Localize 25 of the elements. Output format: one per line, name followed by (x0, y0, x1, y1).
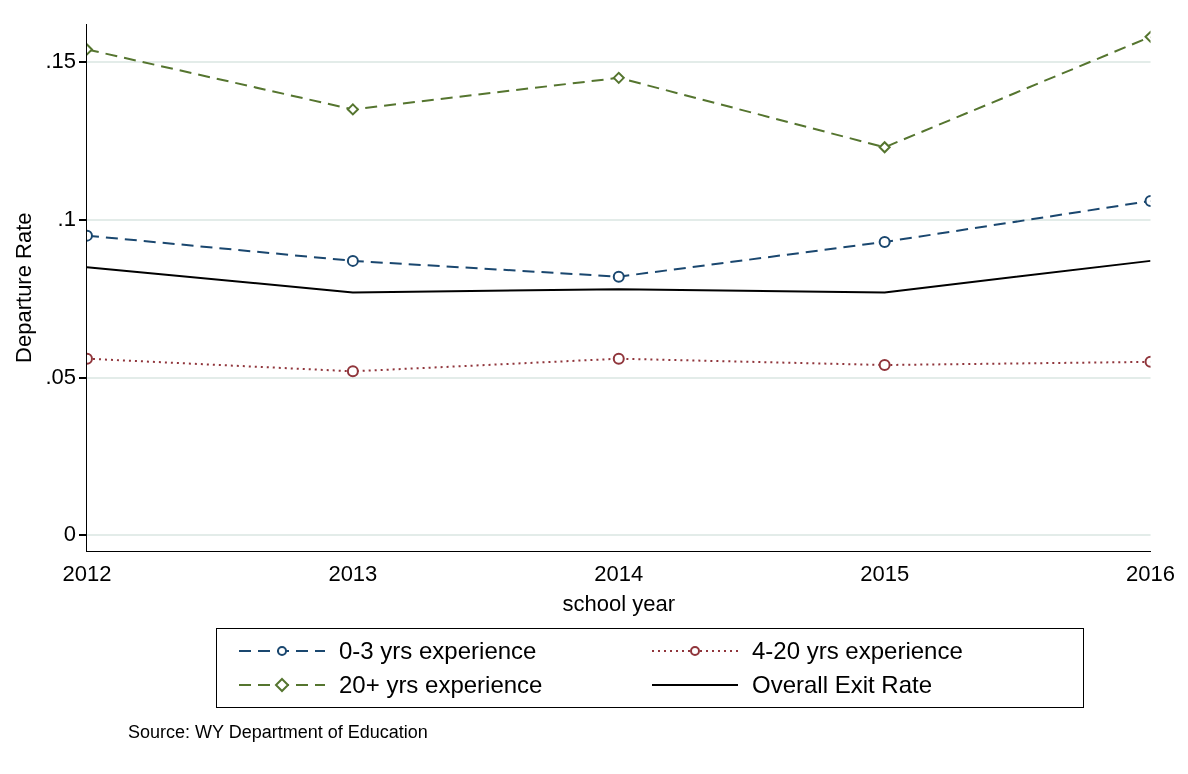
x-axis-title: school year (562, 590, 676, 616)
point (346, 103, 359, 116)
y-tick-label: .1 (57, 205, 76, 231)
point (612, 352, 625, 365)
point (346, 254, 359, 267)
point (878, 141, 891, 154)
legend-label: 20+ yrs experience (339, 671, 543, 699)
point (878, 235, 891, 248)
point (612, 270, 625, 283)
x-tick-label: 2016 (1126, 561, 1176, 587)
point (878, 359, 891, 372)
legend-label: Overall Exit Rate (752, 671, 933, 699)
point (346, 365, 359, 378)
x-tick-label: 2012 (62, 561, 112, 587)
x-tick-label: 2013 (328, 561, 378, 587)
x-tick-label: 2015 (860, 561, 910, 587)
source-note: Source: WY Department of Education (128, 722, 429, 743)
legend-label: 4-20 yrs experience (752, 637, 963, 665)
point (612, 71, 625, 84)
y-tick-label: 0 (63, 521, 76, 547)
x-tick-label: 2014 (594, 561, 644, 587)
y-tick-label: .15 (45, 48, 76, 74)
legend-label: 0-3 yrs experience (339, 637, 537, 665)
y-tick-label: .05 (45, 363, 76, 389)
y-axis-title: Departure Rate (11, 212, 37, 363)
